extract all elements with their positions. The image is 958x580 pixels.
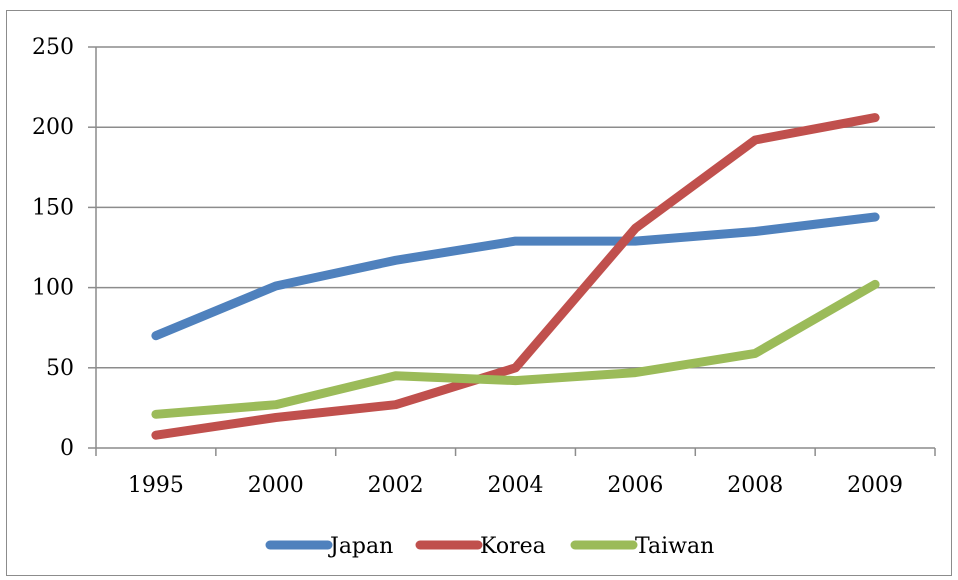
y-tick-label: 150 xyxy=(32,195,74,220)
gridlines xyxy=(96,46,935,369)
y-tick-label: 250 xyxy=(32,35,74,60)
x-tick-label: 1995 xyxy=(128,473,184,498)
y-tick-label: 200 xyxy=(32,115,74,140)
y-axis-ticks: 0 50 100 150 200 250 xyxy=(32,35,96,461)
y-tick-label: 100 xyxy=(32,276,74,301)
axes xyxy=(95,47,935,449)
x-tick-label: 2000 xyxy=(248,473,304,498)
chart-frame xyxy=(6,10,952,576)
legend-label-japan: Japan xyxy=(328,534,393,559)
x-tick-label: 2002 xyxy=(368,473,424,498)
y-tick-label: 50 xyxy=(46,356,74,381)
series-lines xyxy=(151,113,880,440)
legend-label-korea: Korea xyxy=(480,534,546,559)
legend-label-taiwan: Taiwan xyxy=(635,534,714,559)
y-tick-label: 0 xyxy=(60,436,74,461)
x-tick-label: 2006 xyxy=(607,473,663,498)
x-tick-label: 2009 xyxy=(847,473,903,498)
x-tick-label: 2008 xyxy=(727,473,783,498)
x-tick-label: 2004 xyxy=(488,473,544,498)
series-line-japan xyxy=(151,212,880,341)
x-axis-ticks: 1995 2000 2002 2004 2006 2008 2009 xyxy=(95,448,936,498)
series-line-taiwan xyxy=(151,279,880,419)
legend: Japan Korea Taiwan xyxy=(265,534,714,559)
series-line-korea xyxy=(151,113,880,440)
